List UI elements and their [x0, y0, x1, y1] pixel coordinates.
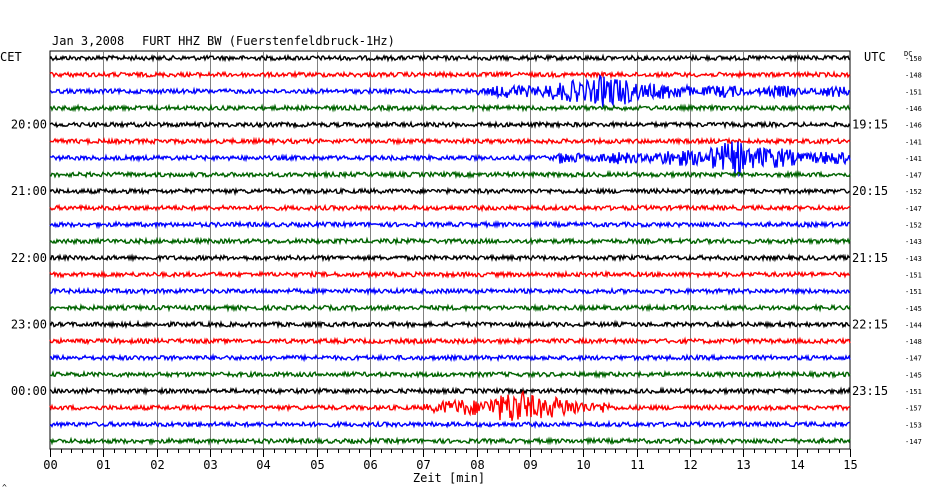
seismic-trace [49, 103, 851, 113]
seismic-trace [49, 436, 851, 446]
seismic-trace [49, 136, 851, 147]
right-hour-label: 22:15 [852, 317, 888, 331]
dc-offset-label: -157 [905, 405, 922, 413]
dc-offset-label: -147 [905, 438, 922, 446]
x-tick-label: 10 [576, 458, 590, 472]
dc-offset-label: -150 [905, 55, 922, 63]
right-timezone-label: UTC [864, 50, 886, 64]
seismic-trace [49, 141, 851, 177]
x-tick-label: 02 [150, 458, 164, 472]
dc-offset-label: -147 [905, 172, 922, 180]
left-hour-label: 20:00 [11, 118, 47, 132]
dc-offset-label: -151 [905, 88, 922, 96]
dc-offset-label: -151 [905, 388, 922, 396]
dc-label: DC [904, 50, 912, 58]
trace-group [49, 53, 851, 446]
left-hour-label: 22:00 [11, 251, 47, 265]
left-hour-label: 00:00 [11, 384, 47, 398]
seismic-trace [49, 119, 851, 130]
x-tick-label: 14 [790, 458, 804, 472]
seismic-trace [49, 53, 851, 63]
x-tick-label: 15 [843, 458, 857, 472]
seismic-trace [49, 336, 851, 346]
header-date: Jan 3,2008 [52, 34, 124, 48]
label-group: Jan 3,2008 FURT HHZ BW (Fuerstenfeldbruc… [0, 34, 922, 492]
seismic-trace [49, 369, 851, 380]
dc-offset-label: -141 [905, 138, 922, 146]
seismic-trace [49, 389, 851, 421]
x-tick-label: 09 [523, 458, 537, 472]
x-axis-title: Zeit [min] [413, 471, 485, 485]
dc-offset-label: -153 [905, 421, 922, 429]
seismic-trace [49, 269, 851, 280]
x-tick-label: 12 [683, 458, 697, 472]
x-tick-label: 07 [416, 458, 430, 472]
x-tick-label: 11 [630, 458, 644, 472]
x-tick-label: 01 [96, 458, 110, 472]
right-hour-label: 19:15 [852, 118, 888, 132]
grid [49, 50, 851, 457]
seismic-trace [49, 319, 851, 330]
x-tick-label: 08 [470, 458, 484, 472]
footer-mark: ^ [2, 483, 7, 492]
dc-offset-label: -143 [905, 238, 922, 246]
seismic-trace [49, 386, 851, 396]
dc-offset-label: -151 [905, 288, 922, 296]
dc-offset-label: -145 [905, 371, 922, 379]
x-tick-label: 06 [363, 458, 377, 472]
seismic-trace [49, 169, 851, 180]
dc-offset-label: -143 [905, 255, 922, 263]
seismic-trace [49, 353, 851, 363]
seismic-trace [49, 253, 851, 263]
dc-offset-label: -144 [905, 321, 922, 329]
right-hour-label: 23:15 [852, 384, 888, 398]
dc-offset-label: -147 [905, 205, 922, 213]
dc-offset-label: -148 [905, 72, 922, 80]
dc-offset-label: -151 [905, 271, 922, 279]
seismic-trace [49, 419, 850, 430]
left-hour-label: 21:00 [11, 184, 47, 198]
header-station: FURT HHZ BW (Fuerstenfeldbruck-1Hz) [142, 34, 395, 48]
dc-offset-label: -146 [905, 105, 922, 113]
seismic-trace [49, 186, 851, 197]
seismic-trace [49, 203, 851, 213]
right-hour-label: 20:15 [852, 184, 888, 198]
seismic-trace [49, 74, 851, 108]
seismic-trace [49, 286, 851, 297]
dc-offset-label: -145 [905, 305, 922, 313]
dc-offset-label: -146 [905, 122, 922, 130]
left-hour-label: 23:00 [11, 317, 47, 331]
plot-frame [49, 50, 851, 450]
seismic-trace [49, 303, 851, 313]
seismic-trace [49, 219, 851, 230]
right-hour-label: 21:15 [852, 251, 888, 265]
dc-offset-label: -141 [905, 155, 922, 163]
dc-offset-label: -152 [905, 222, 922, 230]
dc-offset-label: -148 [905, 338, 922, 346]
left-timezone-label: CET [0, 50, 22, 64]
seismic-trace [49, 236, 851, 246]
x-tick-label: 03 [203, 458, 217, 472]
x-tick-label: 05 [310, 458, 324, 472]
dc-offset-label: -147 [905, 355, 922, 363]
dc-offset-label: -152 [905, 188, 922, 196]
seismic-trace [49, 69, 851, 80]
x-tick-label: 00 [43, 458, 57, 472]
x-tick-label: 13 [736, 458, 750, 472]
x-tick-label: 04 [256, 458, 270, 472]
